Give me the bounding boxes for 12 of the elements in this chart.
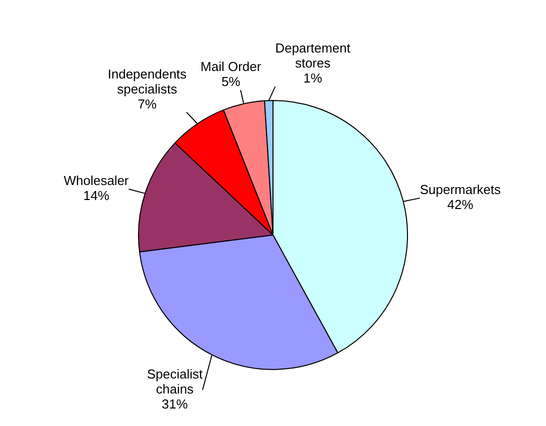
slice-label: Supermarkets xyxy=(420,182,502,198)
data-label: 31% xyxy=(162,396,188,412)
data-label: 14% xyxy=(83,188,110,204)
data-label: 42% xyxy=(447,197,474,212)
slice-label: Departement stores xyxy=(275,40,351,71)
slice-label: Wholesaler xyxy=(64,173,130,188)
data-label: 5% xyxy=(221,74,241,90)
slice-label: Independents specialists xyxy=(108,66,188,96)
data-label: 1% xyxy=(303,70,323,86)
slice-label: Specialist chains xyxy=(146,366,203,396)
data-label: 7% xyxy=(138,96,157,112)
slice-label: Mail Order xyxy=(200,59,262,74)
